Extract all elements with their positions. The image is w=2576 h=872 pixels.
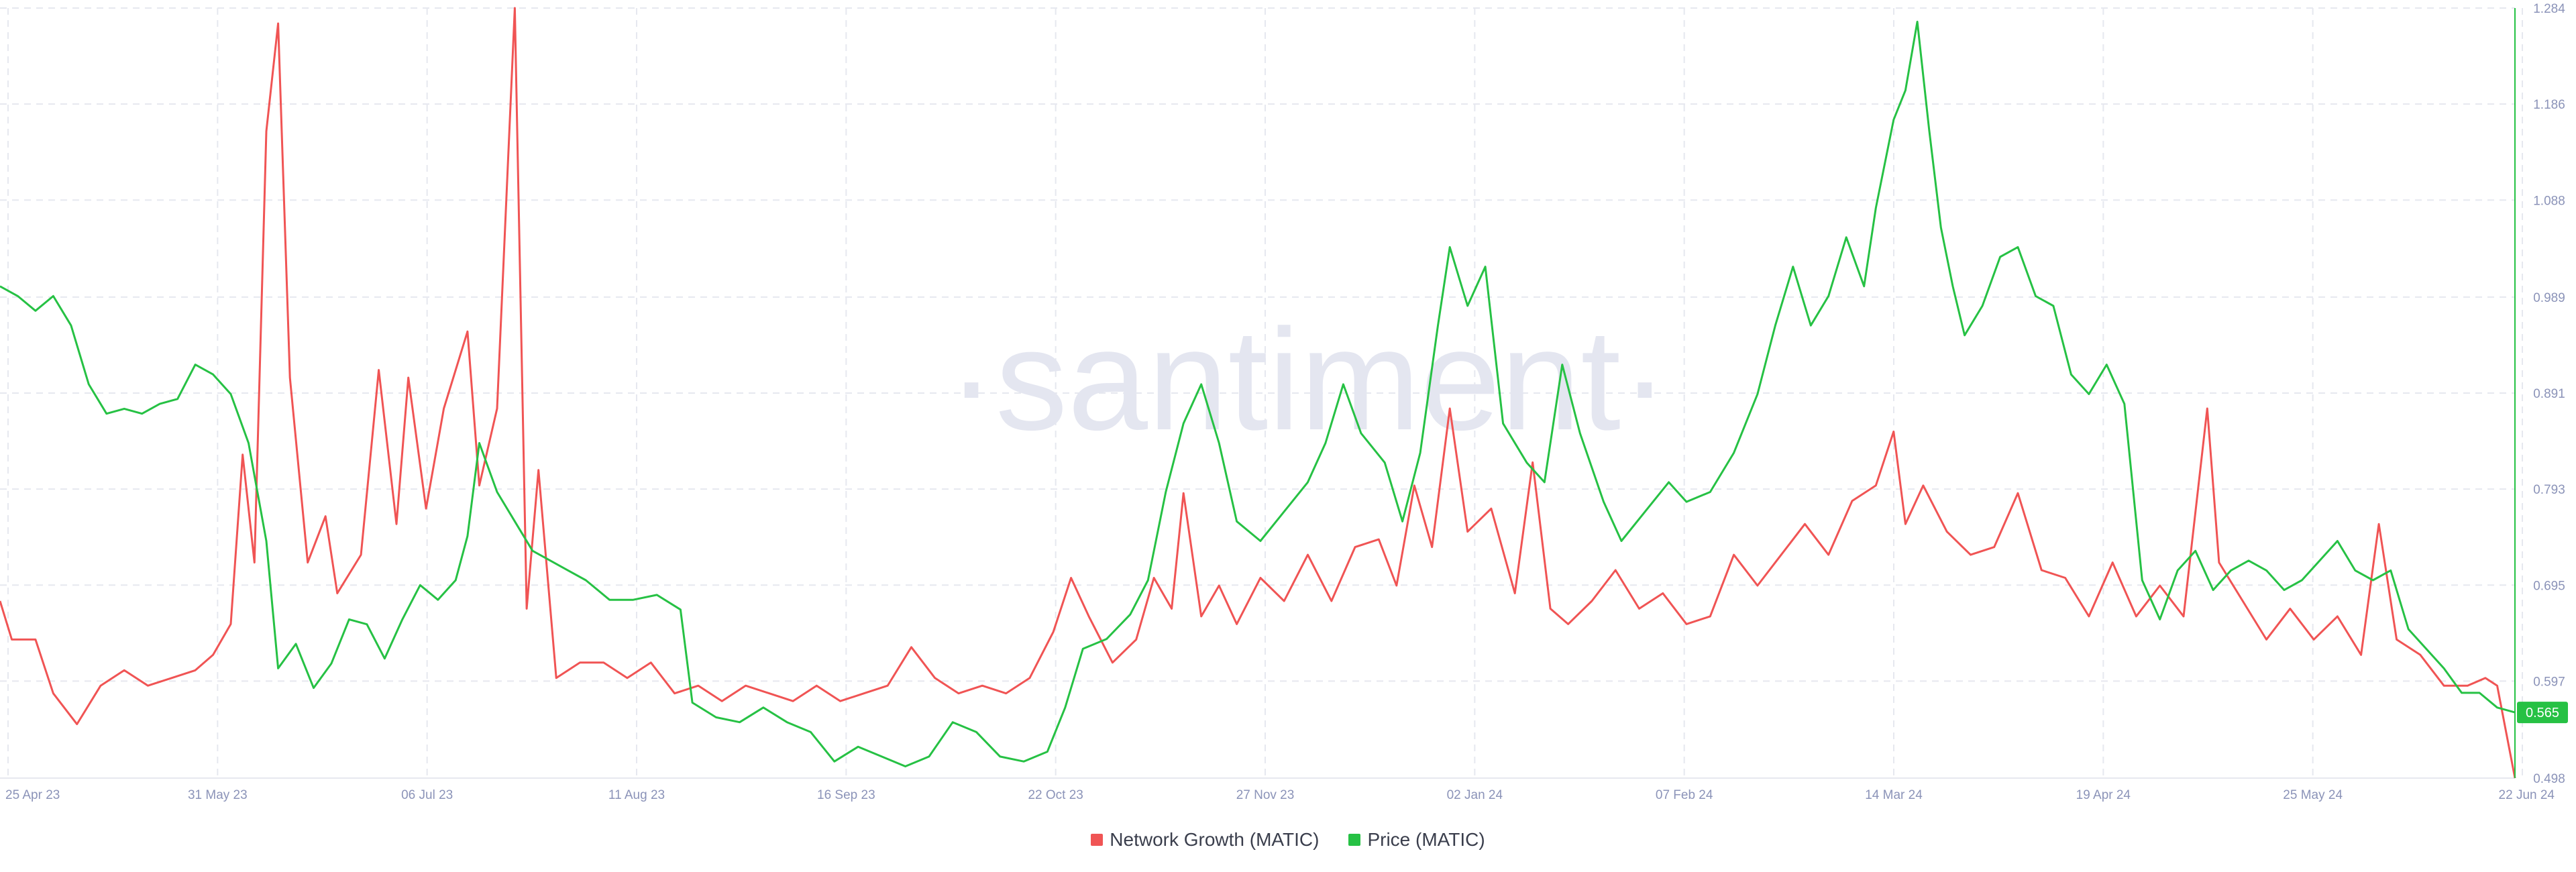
x-tick-label: 16 Sep 23 [817, 788, 875, 802]
legend-item-price[interactable]: Price (MATIC) [1348, 829, 1485, 851]
legend-label: Network Growth (MATIC) [1110, 829, 1320, 850]
x-axis-ticks: 25 Apr 23 31 May 23 06 Jul 23 11 Aug 23 16 S… [5, 788, 2555, 802]
legend-item-network-growth[interactable]: Network Growth (MATIC) [1091, 829, 1319, 851]
network-growth-line [0, 7, 2516, 779]
legend-label: Price (MATIC) [1367, 829, 1485, 850]
x-tick-label: 22 Oct 23 [1028, 788, 1083, 802]
network-growth-swatch [1091, 834, 1104, 846]
y-tick-label: 0.793 [2533, 483, 2565, 497]
series-lines [0, 7, 2516, 779]
x-tick-label: 19 Apr 24 [2076, 788, 2131, 802]
y-tick-label: 1.284 [2533, 2, 2565, 16]
x-tick-label: 11 Aug 23 [608, 788, 665, 802]
y-tick-label: 0.597 [2533, 675, 2565, 689]
x-tick-label: 06 Jul 23 [401, 788, 453, 802]
y-tick-label: 0.498 [2533, 772, 2565, 786]
y-tick-label: 0.989 [2533, 291, 2565, 305]
x-tick-label: 25 May 24 [2283, 788, 2343, 802]
price-badge: 0.565 [2517, 702, 2568, 724]
legend: Network Growth (MATIC) Price (MATIC) [0, 826, 2576, 853]
y-axis-ticks: 0.498 0.597 0.695 0.793 0.891 0.989 1.088 1.186… [2533, 2, 2565, 786]
price-swatch [1348, 834, 1361, 846]
y-tick-label: 1.186 [2533, 98, 2565, 112]
santiment-watermark: ·santiment· [947, 298, 1668, 460]
y-tick-label: 0.891 [2533, 387, 2565, 401]
x-tick-label: 31 May 23 [188, 788, 248, 802]
x-tick-label: 25 Apr 23 [5, 788, 60, 802]
x-tick-label: 07 Feb 24 [1656, 788, 1713, 802]
x-tick-label: 14 Mar 24 [1865, 788, 1923, 802]
x-tick-label: 22 Jun 24 [2499, 788, 2555, 802]
y-tick-label: 1.088 [2533, 194, 2565, 208]
x-tick-label: 02 Jan 24 [1447, 788, 1503, 802]
price-line [0, 20, 2516, 767]
x-tick-label: 27 Nov 23 [1236, 788, 1295, 802]
y-tick-label: 0.695 [2533, 579, 2565, 593]
price-badge-value: 0.565 [2526, 706, 2559, 720]
